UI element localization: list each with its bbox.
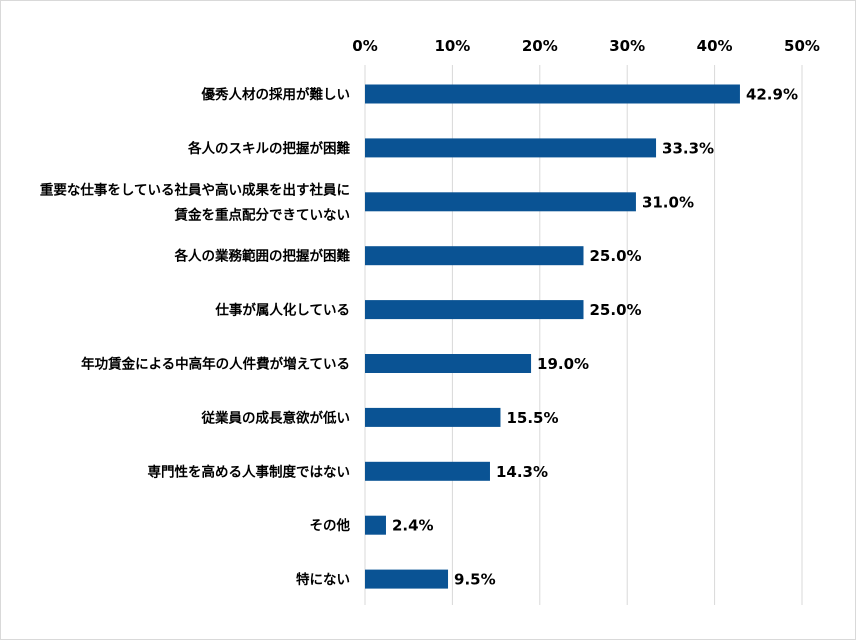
x-tick-label: 10% bbox=[434, 37, 470, 55]
bar bbox=[365, 569, 449, 589]
category-label: 年功賃金による中高年の人件費が増えている bbox=[81, 356, 350, 373]
category-label: 専門性を高める人事制度ではない bbox=[148, 463, 351, 480]
bars bbox=[365, 84, 740, 589]
bar bbox=[365, 84, 740, 104]
bar bbox=[365, 300, 584, 320]
data-label: 9.5% bbox=[454, 571, 496, 589]
x-axis-tick-labels: 0% 10% 20% 30% 40% 50% bbox=[352, 37, 820, 55]
data-label: 19.0% bbox=[537, 355, 589, 373]
category-label: 賃金を重点配分できていない bbox=[174, 206, 351, 223]
data-label: 25.0% bbox=[590, 301, 642, 319]
bar bbox=[365, 138, 657, 158]
x-tick-label: 0% bbox=[352, 37, 377, 55]
data-label: 15.5% bbox=[506, 409, 558, 427]
x-tick-label: 50% bbox=[784, 37, 820, 55]
category-labels: 優秀人材の採用が難しい各人のスキルの把握が困難重要な仕事をしている社員や高い成果… bbox=[40, 86, 351, 588]
category-label: 優秀人材の採用が難しい bbox=[201, 86, 351, 103]
data-label: 14.3% bbox=[496, 463, 548, 481]
category-label: 従業員の成長意欲が低い bbox=[201, 409, 351, 426]
category-label: その他 bbox=[310, 517, 351, 534]
bar bbox=[365, 354, 532, 373]
category-label: 各人のスキルの把握が困難 bbox=[187, 140, 350, 157]
data-label: 2.4% bbox=[392, 517, 434, 535]
data-label: 25.0% bbox=[590, 247, 642, 265]
data-label: 42.9% bbox=[746, 86, 798, 104]
x-tick-label: 30% bbox=[609, 37, 645, 55]
bar bbox=[365, 246, 584, 266]
bar bbox=[365, 407, 501, 427]
category-label: 重要な仕事をしている社員や高い成果を出す社員に bbox=[40, 181, 350, 198]
bar bbox=[365, 461, 490, 481]
category-label: 各人の業務範囲の把握が困難 bbox=[174, 248, 351, 265]
data-label: 33.3% bbox=[662, 139, 714, 157]
bar bbox=[365, 192, 636, 212]
value-labels: 42.9% 33.3% 31.0% 25.0% 25.0% 19.0% 15.5% 14.3%… bbox=[392, 86, 798, 589]
bar bbox=[365, 515, 386, 535]
data-label: 31.0% bbox=[642, 193, 694, 211]
category-label: 仕事が属人化している bbox=[214, 302, 350, 319]
x-tick-label: 20% bbox=[522, 37, 558, 55]
x-tick-label: 40% bbox=[697, 37, 733, 55]
category-label: 特にない bbox=[296, 571, 350, 588]
